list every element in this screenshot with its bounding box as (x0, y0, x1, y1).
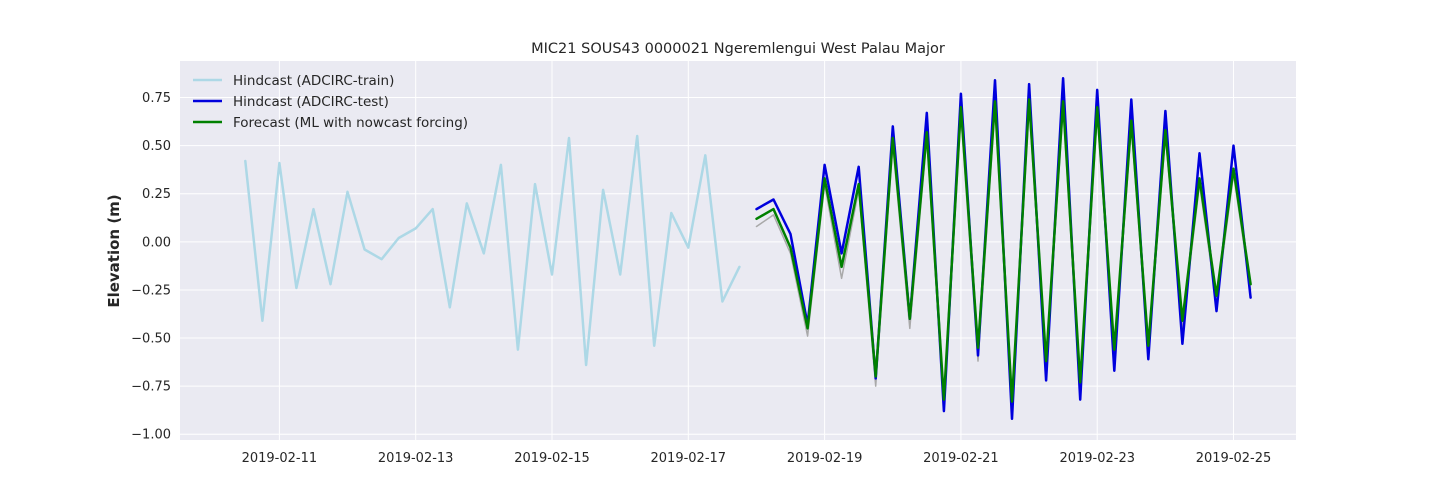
y-tick-labels: −1.00 −0.75 −0.50 −0.25 0.00 0.25 0.50 0.75 (131, 91, 171, 443)
y-tick-label: −0.25 (131, 283, 171, 298)
y-tick-label: 0.00 (142, 235, 171, 250)
legend-label: Forecast (ML with nowcast forcing) (233, 115, 468, 131)
y-tick-label: 0.25 (142, 187, 171, 202)
legend-label: Hindcast (ADCIRC-train) (233, 73, 394, 89)
x-tick-label: 2019-02-17 (651, 451, 727, 466)
x-tick-label: 2019-02-23 (1059, 451, 1135, 466)
y-tick-label: 0.75 (142, 91, 171, 106)
x-tick-label: 2019-02-13 (378, 451, 454, 466)
y-tick-label: −1.00 (131, 428, 171, 443)
y-tick-label: −0.75 (131, 380, 171, 395)
x-tick-label: 2019-02-25 (1196, 451, 1272, 466)
x-tick-label: 2019-02-15 (514, 451, 590, 466)
grid (180, 61, 1296, 440)
x-tick-label: 2019-02-21 (923, 451, 999, 466)
legend: Hindcast (ADCIRC-train) Hindcast (ADCIRC-… (193, 73, 468, 131)
y-tick-label: −0.50 (131, 332, 171, 347)
series-lines (244, 77, 1252, 421)
series-line-0 (244, 134, 741, 367)
y-axis-label: Elevation (m) (105, 194, 123, 307)
x-tick-label: 2019-02-19 (787, 451, 863, 466)
x-tick-label: 2019-02-11 (242, 451, 318, 466)
y-tick-label: 0.50 (142, 139, 171, 154)
x-tick-labels: 2019-02-11 2019-02-13 2019-02-15 2019-02-17… (242, 451, 1272, 466)
chart-title: MIC21 SOUS43 0000021 Ngeremlengui West P… (531, 41, 945, 57)
legend-label: Hindcast (ADCIRC-test) (233, 94, 389, 110)
series-line-2 (755, 98, 1252, 403)
